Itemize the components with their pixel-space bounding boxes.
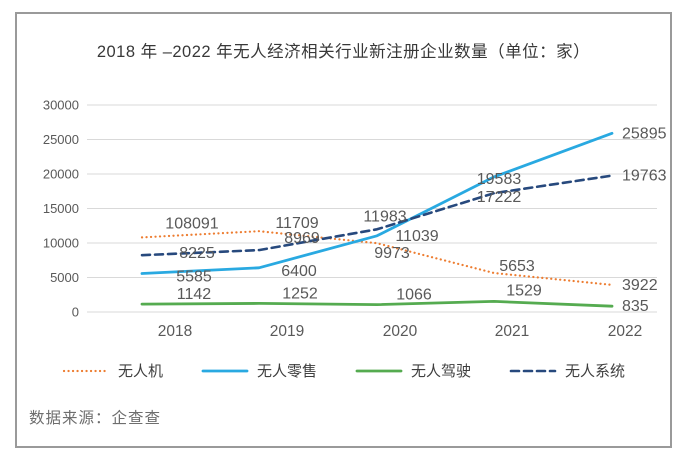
legend-label: 无人机 (117, 363, 163, 380)
x-tick-label: 2019 (270, 323, 304, 340)
legend-label: 无人驾驶 (411, 363, 472, 380)
series-driving-data-label: 1529 (506, 282, 542, 299)
series-driving-legend-line-icon (355, 369, 403, 372)
series-driving-line (140, 299, 614, 308)
series-systems-data-label: 19763 (622, 168, 667, 185)
y-tick-label: 10000 (43, 236, 79, 251)
series-uav-data-label: 3922 (622, 277, 658, 294)
series-driving-data-label: 1142 (177, 286, 212, 303)
legend-item-series-uav: 无人机 (62, 360, 163, 381)
x-tick-label: 2022 (608, 323, 642, 340)
x-tick-label: 2021 (495, 323, 529, 340)
chart-title: 2018 年 –2022 年无人经济相关行业新注册企业数量（单位：家） (96, 43, 591, 61)
y-tick-label: 5000 (50, 270, 79, 285)
series-uav-legend-line-icon (62, 369, 110, 372)
series-retail-data-label: 25895 (622, 125, 667, 142)
series-retail-data-label: 5585 (176, 268, 212, 285)
data-source-note: 数据来源：企查查 (29, 410, 162, 427)
series-systems-data-label: 17222 (477, 189, 522, 206)
series-systems-line (140, 174, 614, 257)
legend-label: 无人系统 (565, 363, 626, 380)
series-retail-data-label: 19583 (477, 171, 522, 188)
legend-item-series-retail: 无人零售 (201, 360, 317, 381)
series-uav-data-label: 5653 (499, 258, 535, 275)
line-chart: 0 5000 10000 15000 20000 25000 30000 2018 2019 20… (43, 98, 667, 341)
series-uav-data-label: 108091 (165, 215, 218, 232)
legend-label: 无人零售 (256, 363, 317, 380)
series-systems-data-label: 8225 (179, 245, 215, 262)
y-tick-label: 20000 (43, 167, 79, 182)
y-tick-label: 30000 (43, 98, 79, 113)
series-systems-data-label: 11983 (363, 208, 406, 225)
series-systems-legend-line-icon (509, 369, 557, 372)
series-driving-data-label: 1252 (282, 285, 318, 302)
series-uav-data-label: 9973 (374, 245, 410, 262)
series-uav-line (140, 230, 614, 286)
legend-item-series-systems: 无人系统 (509, 360, 625, 381)
series-retail-legend-line-icon (201, 369, 249, 372)
series-uav-data-label: 11709 (275, 215, 318, 232)
legend-item-series-driving: 无人驾驶 (355, 360, 471, 381)
chart-legend: 无人机 无人零售 无人驾驶 无人系统 (17, 360, 670, 381)
x-tick-label: 2020 (383, 323, 418, 340)
series-retail-line (140, 131, 614, 275)
series-driving-data-label: 835 (622, 298, 649, 315)
series-retail-data-label: 6400 (281, 263, 317, 280)
chart-card: 2018 年 –2022 年无人经济相关行业新注册企业数量（单位：家） 0 500… (15, 12, 672, 448)
y-tick-label: 15000 (43, 201, 79, 216)
series-driving-data-label: 1066 (396, 287, 432, 304)
x-tick-label: 2018 (158, 323, 192, 340)
y-tick-label: 25000 (43, 132, 79, 147)
series-systems-data-label: 8969 (284, 230, 320, 247)
y-tick-label: 0 (72, 305, 79, 320)
series-retail-data-label: 11039 (395, 228, 438, 245)
